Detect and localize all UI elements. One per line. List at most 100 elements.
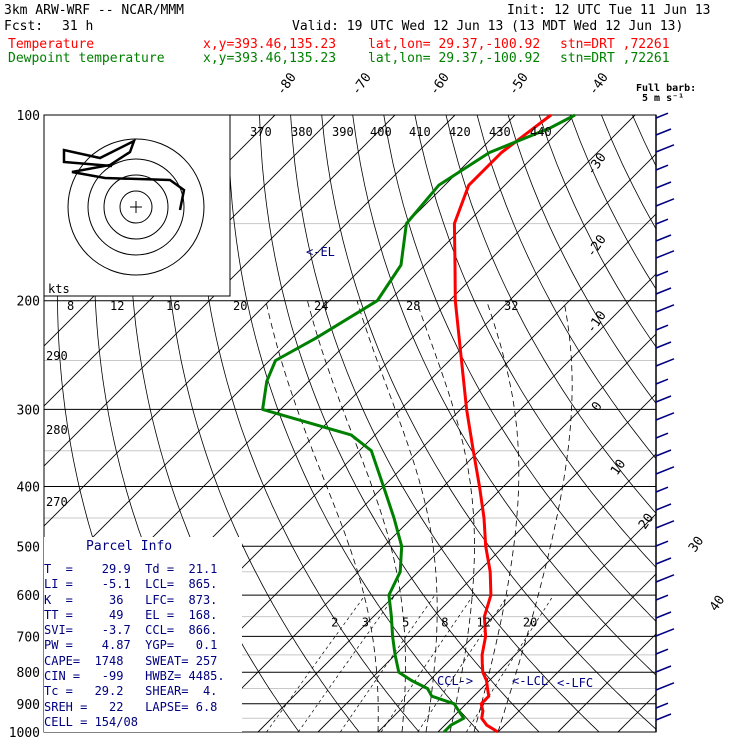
isotherm-label: 30 bbox=[686, 534, 707, 555]
dry-adiabat bbox=[383, 115, 656, 622]
sounding-curves bbox=[261, 113, 576, 734]
dry-adiabat bbox=[664, 115, 740, 740]
isotherm-label: 0 bbox=[589, 399, 606, 414]
theta-label: 390 bbox=[332, 125, 354, 139]
hodograph-speed-label: 20 bbox=[233, 299, 247, 313]
theta-label: 420 bbox=[449, 125, 471, 139]
parcel-row: CIN = -99 HWBZ= 4485. bbox=[44, 669, 225, 684]
xy-red: x,y=393.46,135.23 bbox=[203, 37, 337, 52]
isotherm-label: 40 bbox=[707, 593, 728, 614]
pressure-tick-label: 400 bbox=[17, 480, 40, 495]
parcel-row: PW = 4.87 YGP= 0.1 bbox=[44, 638, 218, 653]
dewpoint-profile bbox=[261, 113, 576, 734]
isotherm-label: -60 bbox=[427, 70, 453, 98]
isotherm-line bbox=[44, 115, 396, 467]
pressure-tick-label: 800 bbox=[17, 666, 40, 681]
wind-barb bbox=[655, 304, 675, 313]
parcel-row: T = 29.9 Td = 21.1 bbox=[44, 562, 218, 576]
station-green: stn=DRT ,72261 bbox=[560, 51, 670, 66]
wind-barb bbox=[655, 628, 675, 637]
pressure-tick-label: 700 bbox=[17, 630, 40, 645]
dry-adiabat bbox=[352, 115, 656, 676]
temperature-profile bbox=[452, 113, 552, 734]
mixing-ratio-label: 8 bbox=[441, 615, 448, 629]
theta-label: 380 bbox=[291, 125, 313, 139]
dry-adiabat bbox=[321, 115, 656, 730]
wind-barb bbox=[655, 540, 669, 547]
isotherm-line bbox=[317, 393, 656, 732]
isotherm-label: 10 bbox=[608, 457, 629, 478]
isotherm-label: 20 bbox=[636, 511, 657, 532]
parcel-panel-bg bbox=[44, 537, 242, 732]
dry-adiabat bbox=[196, 115, 420, 732]
wind-barb bbox=[655, 486, 669, 493]
wind-barb bbox=[655, 128, 672, 136]
dry-adiabat bbox=[259, 115, 540, 732]
dry-adiabat bbox=[228, 115, 480, 732]
isotherm-line bbox=[197, 273, 656, 732]
mixing-ratio-line bbox=[340, 594, 436, 732]
isotherm-line bbox=[257, 333, 656, 732]
parcel-row: SREH = 22 LAPSE= 6.8 bbox=[44, 699, 218, 714]
pressure-tick-label: 1000 bbox=[9, 726, 40, 740]
barb-legend-unit: 5 m s⁻¹ bbox=[642, 93, 685, 104]
lcl-annotation: <-LCL bbox=[512, 674, 548, 688]
hodograph-speed-label: 24 bbox=[314, 299, 328, 313]
hodograph-kts-label: kts bbox=[48, 282, 70, 296]
wind-barb bbox=[655, 324, 669, 331]
wind-barb bbox=[655, 557, 672, 565]
theta-label: 290 bbox=[46, 349, 68, 363]
dry-adiabat bbox=[290, 115, 600, 732]
background-grid bbox=[43, 114, 740, 740]
wind-barb bbox=[655, 198, 675, 207]
dry-adiabat bbox=[445, 115, 656, 514]
wind-barb bbox=[655, 594, 669, 601]
parcel-row: LI = -5.1 LCL= 865. bbox=[44, 577, 218, 592]
temperature-legend: Temperature bbox=[8, 37, 95, 52]
mixing-ratio-line bbox=[417, 594, 509, 732]
mixing-ratio-label: 2 bbox=[331, 615, 338, 629]
hodograph-ring bbox=[103, 174, 169, 240]
wind-barb bbox=[655, 665, 672, 673]
isotherm-label: -30 bbox=[584, 150, 610, 178]
parcel-row: TT = 49 EL = 168. bbox=[44, 607, 218, 622]
wind-barb bbox=[655, 520, 675, 529]
wind-barb bbox=[655, 466, 675, 475]
mixing-ratio-label: 20 bbox=[523, 615, 537, 629]
hodograph-speed-label: 8 bbox=[67, 299, 74, 313]
pressure-tick-label: 200 bbox=[17, 295, 40, 310]
wind-barb bbox=[655, 164, 669, 171]
pressure-tick-label: 600 bbox=[17, 589, 40, 604]
hodograph-panel bbox=[43, 114, 231, 297]
wind-barb bbox=[655, 218, 669, 225]
wind-barb bbox=[655, 181, 672, 189]
mixing-ratio-line bbox=[266, 594, 366, 732]
theta-label: 430 bbox=[489, 125, 511, 139]
dry-adiabat bbox=[726, 115, 740, 740]
isotherm-line bbox=[377, 453, 656, 732]
parcel-row: K = 36 LFC= 873. bbox=[44, 592, 218, 607]
wind-barb bbox=[655, 287, 672, 295]
dry-adiabat bbox=[569, 115, 656, 290]
theta-label: 280 bbox=[46, 423, 68, 437]
theta-label: 410 bbox=[409, 125, 431, 139]
isotherm-label: -20 bbox=[584, 232, 610, 260]
latlon-red: lat,lon= 29.37,-100.92 bbox=[368, 37, 541, 52]
dry-adiabat bbox=[414, 115, 656, 568]
isotherm-line bbox=[44, 115, 456, 527]
wind-barb bbox=[655, 682, 675, 691]
xy-green: x,y=393.46,135.23 bbox=[203, 51, 337, 66]
wind-barb bbox=[655, 503, 672, 511]
wind-barb bbox=[655, 250, 675, 259]
isotherm-label: -70 bbox=[349, 70, 375, 98]
dewpoint-legend: Dewpoint temperature bbox=[8, 51, 165, 66]
parcel-row: CAPE= 1748 SWEAT= 257 bbox=[44, 653, 218, 668]
parcel-info-title: Parcel Info bbox=[86, 539, 173, 554]
hodograph-ring bbox=[87, 158, 185, 256]
isotherm-line bbox=[44, 115, 336, 407]
isotherm-label: -40 bbox=[586, 70, 612, 98]
forecast-hour: 31 h bbox=[62, 19, 94, 34]
moist-adiabat bbox=[497, 300, 573, 732]
